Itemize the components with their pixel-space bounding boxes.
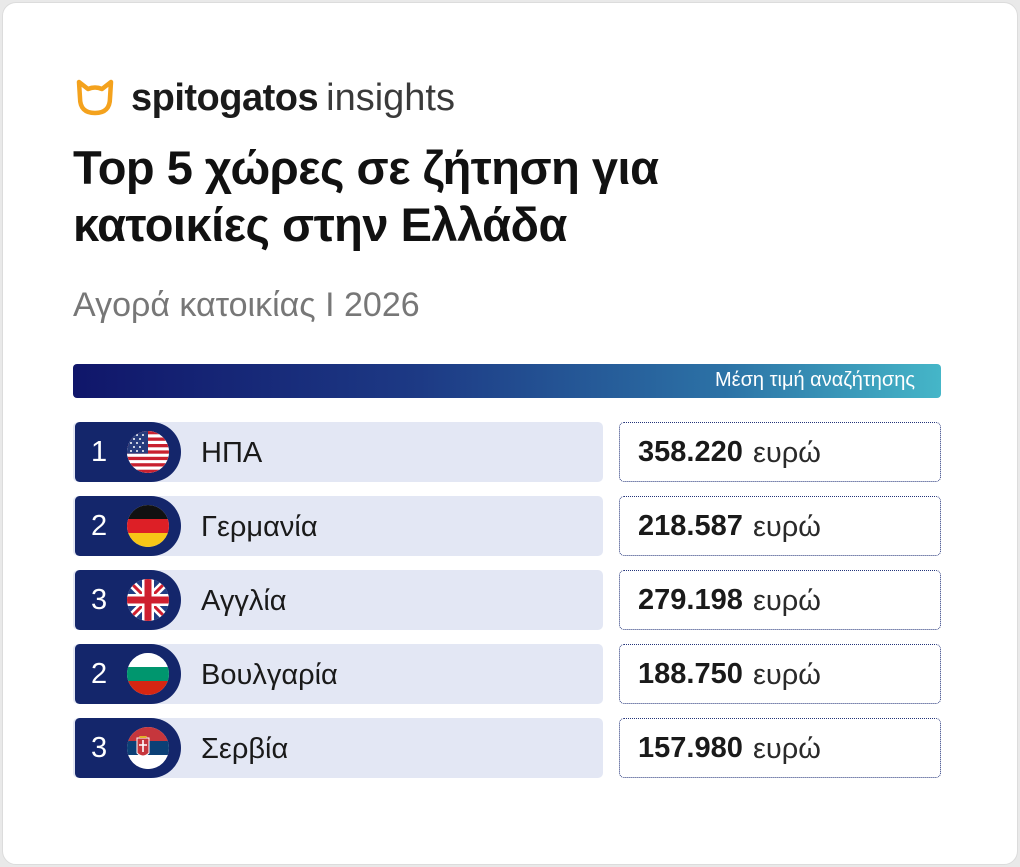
country-name: ΗΠΑ bbox=[201, 437, 263, 469]
price-cell: 188.750 ευρώ bbox=[619, 644, 941, 704]
brand-sub: insights bbox=[326, 76, 455, 119]
currency-label: ευρώ bbox=[753, 659, 821, 691]
page-title: Top 5 χώρες σε ζήτηση για κατοικίες στην… bbox=[73, 139, 953, 253]
uk-flag-icon bbox=[127, 579, 169, 621]
usa-flag-icon bbox=[127, 431, 169, 473]
price-cell: 157.980 ευρώ bbox=[619, 718, 941, 778]
rank-number: 3 bbox=[91, 584, 108, 616]
price-value: 188.750 bbox=[638, 658, 743, 690]
rank-badge: 2 bbox=[75, 496, 181, 556]
bulgaria-flag-icon bbox=[127, 653, 169, 695]
table-row: 3 Σερβία 157.980 ευρώ bbox=[73, 718, 941, 778]
price-cell: 358.220 ευρώ bbox=[619, 422, 941, 482]
price-cell: 218.587 ευρώ bbox=[619, 496, 941, 556]
serbia-flag-icon bbox=[127, 727, 169, 769]
rank-badge: 1 bbox=[75, 422, 181, 482]
rank-badge: 3 bbox=[75, 718, 181, 778]
country-cell: 2 Γερμανία bbox=[73, 496, 603, 556]
title-line-1: Top 5 χώρες σε ζήτηση για bbox=[73, 141, 659, 194]
table-row: 2 Γερμανία 218.587 ευρώ bbox=[73, 496, 941, 556]
table-row: 2 Βουλγαρία 188.750 ευρώ bbox=[73, 644, 941, 704]
price-value: 157.980 bbox=[638, 732, 743, 764]
price-value: 218.587 bbox=[638, 510, 743, 542]
column-header-label: Μέση τιμή αναζήτησης bbox=[715, 369, 915, 391]
currency-label: ευρώ bbox=[753, 511, 821, 543]
rank-badge: 2 bbox=[75, 644, 181, 704]
brand-name: spitogatos bbox=[131, 76, 319, 119]
price-value: 279.198 bbox=[638, 584, 743, 616]
country-name: Αγγλία bbox=[201, 585, 287, 617]
country-cell: 1 ΗΠΑ bbox=[73, 422, 603, 482]
country-name: Γερμανία bbox=[201, 511, 318, 543]
germany-flag-icon bbox=[127, 505, 169, 547]
rank-number: 2 bbox=[91, 658, 108, 690]
country-cell: 2 Βουλγαρία bbox=[73, 644, 603, 704]
rank-number: 2 bbox=[91, 510, 108, 542]
country-name: Βουλγαρία bbox=[201, 659, 338, 691]
currency-label: ευρώ bbox=[753, 437, 821, 469]
price-cell: 279.198 ευρώ bbox=[619, 570, 941, 630]
brand-header: spitogatos insights bbox=[73, 73, 455, 123]
price-value: 358.220 bbox=[638, 436, 743, 468]
rank-number: 1 bbox=[91, 436, 108, 468]
table-row: 1 ΗΠΑ 358.220 ευρώ bbox=[73, 422, 941, 482]
page-subtitle: Αγορά κατοικίας I 2026 bbox=[73, 286, 420, 324]
title-line-2: κατοικίες στην Ελλάδα bbox=[73, 198, 567, 251]
rank-badge: 3 bbox=[75, 570, 181, 630]
table-row: 3 Αγγλία 279.198 ευρώ bbox=[73, 570, 941, 630]
country-cell: 3 Σερβία bbox=[73, 718, 603, 778]
rank-number: 3 bbox=[91, 732, 108, 764]
cat-icon bbox=[76, 79, 114, 116]
currency-label: ευρώ bbox=[753, 733, 821, 765]
country-name: Σερβία bbox=[201, 733, 289, 765]
currency-label: ευρώ bbox=[753, 585, 821, 617]
country-cell: 3 Αγγλία bbox=[73, 570, 603, 630]
column-header-bar: Μέση τιμή αναζήτησης bbox=[73, 364, 941, 398]
